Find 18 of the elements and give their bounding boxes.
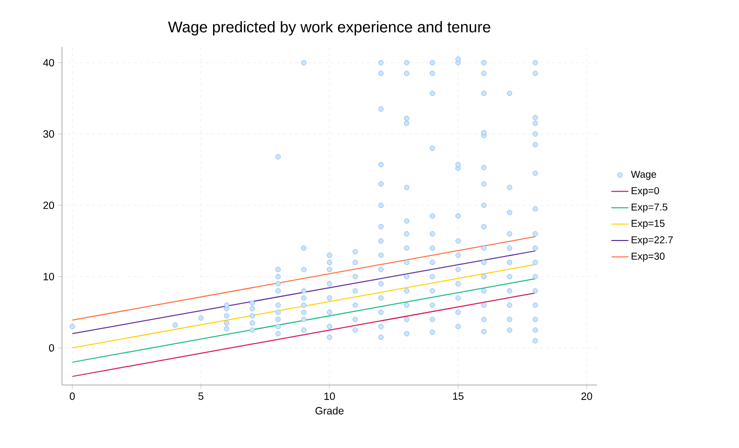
y-tick-label: 40 [43,58,54,66]
legend-label: Exp=22.7 [632,236,673,246]
y-tick-label: 20 [43,202,54,210]
y-tick-label: 0 [49,344,54,352]
x-axis-title: Grade [315,406,344,414]
x-tick-label: 0 [70,392,75,400]
chart-title: Wage predicted by work experience and tenure [168,21,490,36]
legend-label: Exp=30 [632,252,665,262]
legend-label: Exp=0 [632,187,660,196]
legend-label: Exp=15 [632,220,665,229]
x-tick-label: 15 [453,392,464,400]
x-tick-label: 10 [324,392,335,400]
y-tick-label: 10 [44,272,54,280]
x-tick-label: 5 [198,392,204,400]
x-tick-label: 20 [581,392,592,400]
y-tick-label: 30 [43,130,54,138]
legend-label: Wage [630,170,656,180]
legend-label: Exp=7.5 [632,204,668,213]
